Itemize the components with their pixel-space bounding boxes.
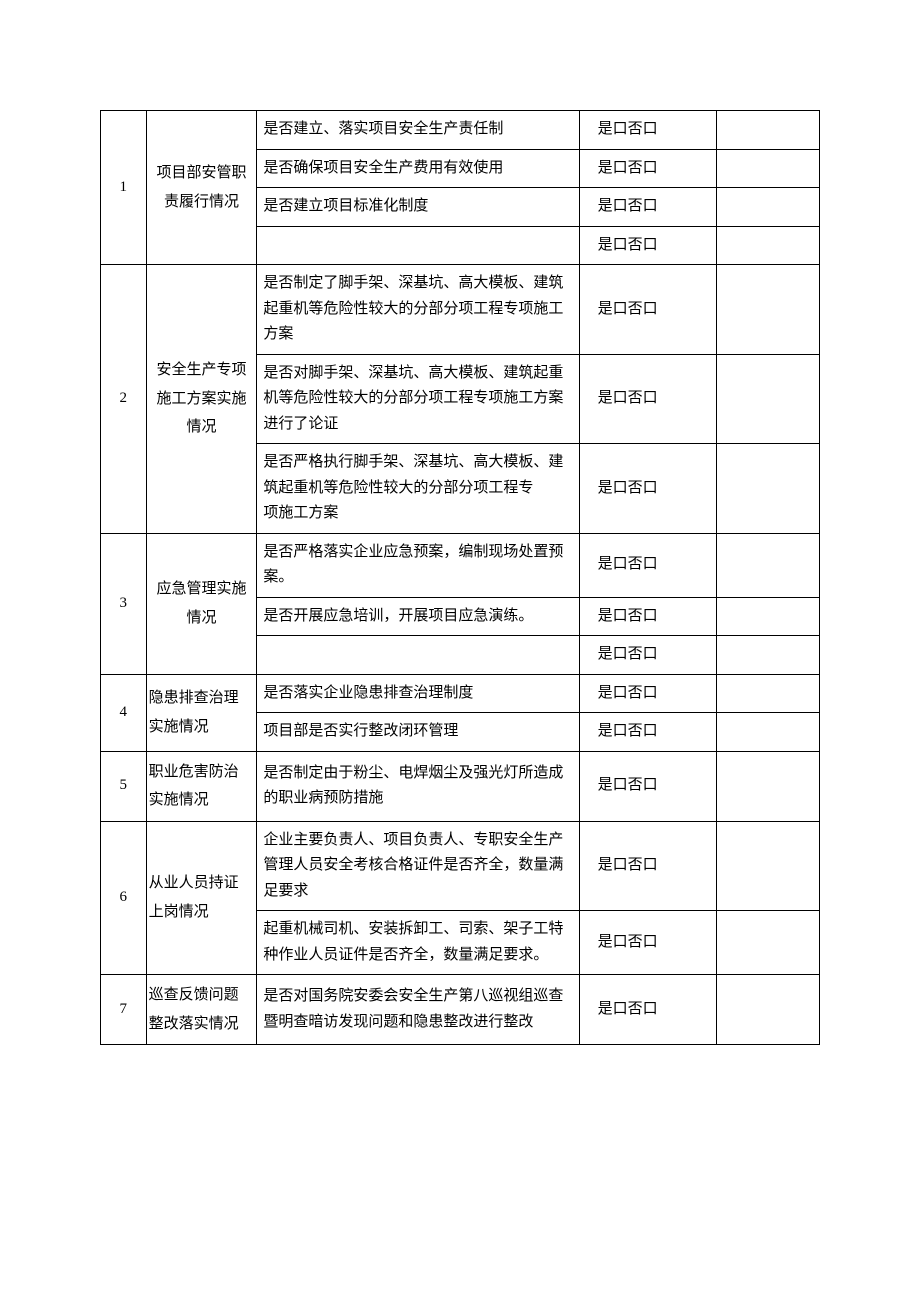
note-cell: [717, 975, 820, 1045]
table-row: 7巡查反馈问题整改落实情况是否对国务院安委会安全生产第八巡视组巡查暨明查暗访发现…: [101, 975, 820, 1045]
inspection-item: 项目部是否实行整改闭环管理: [257, 713, 579, 752]
yes-no-check: 是口否口: [579, 226, 717, 265]
inspection-table: 1项目部安管职责履行情况是否建立、落实项目安全生产责任制是口否口 是否确保项目安…: [100, 110, 820, 1045]
yes-no-check: 是口否口: [579, 821, 717, 911]
yes-no-check: 是口否口: [579, 149, 717, 188]
note-cell: [717, 444, 820, 534]
section-category: 职业危害防治实施情况: [146, 751, 257, 821]
inspection-item: 是否落实企业隐患排查治理制度: [257, 674, 579, 713]
note-cell: [717, 713, 820, 752]
yes-no-check: 是口否口: [579, 111, 717, 150]
section-category: 安全生产专项施工方案实施情况: [146, 265, 257, 534]
section-category: 巡查反馈问题整改落实情况: [146, 975, 257, 1045]
section-number: 5: [101, 751, 147, 821]
table-row: 1项目部安管职责履行情况是否建立、落实项目安全生产责任制是口否口: [101, 111, 820, 150]
note-cell: [717, 226, 820, 265]
yes-no-check: 是口否口: [579, 597, 717, 636]
table-row: 5职业危害防治实施情况是否制定由于粉尘、电焊烟尘及强光灯所造成的职业病预防措施是…: [101, 751, 820, 821]
note-cell: [717, 636, 820, 675]
section-number: 4: [101, 674, 147, 751]
note-cell: [717, 911, 820, 975]
section-number: 1: [101, 111, 147, 265]
yes-no-check: 是口否口: [579, 975, 717, 1045]
yes-no-check: 是口否口: [579, 188, 717, 227]
inspection-item: 是否制定由于粉尘、电焊烟尘及强光灯所造成的职业病预防措施: [257, 751, 579, 821]
note-cell: [717, 354, 820, 444]
yes-no-check: 是口否口: [579, 354, 717, 444]
table-row: 4隐患排查治理实施情况是否落实企业隐患排查治理制度是口否口: [101, 674, 820, 713]
inspection-item: [257, 636, 579, 675]
note-cell: [717, 111, 820, 150]
inspection-item: 是否建立、落实项目安全生产责任制: [257, 111, 579, 150]
inspection-item: 起重机械司机、安装拆卸工、司索、架子工特种作业人员证件是否齐全，数量满足要求。: [257, 911, 579, 975]
yes-no-check: 是口否口: [579, 636, 717, 675]
section-number: 3: [101, 533, 147, 674]
inspection-item: 是否对脚手架、深基坑、高大模板、建筑起重机等危险性较大的分部分项工程专项施工方案…: [257, 354, 579, 444]
inspection-item: 是否开展应急培训，开展项目应急演练。: [257, 597, 579, 636]
inspection-item: 企业主要负责人、项目负责人、专职安全生产管理人员安全考核合格证件是否齐全，数量满…: [257, 821, 579, 911]
inspection-item: 是否制定了脚手架、深基坑、高大模板、建筑起重机等危险性较大的分部分项工程专项施工…: [257, 265, 579, 355]
note-cell: [717, 597, 820, 636]
section-category: 隐患排查治理实施情况: [146, 674, 257, 751]
inspection-item: 是否严格落实企业应急预案，编制现场处置预案。: [257, 533, 579, 597]
document-page: 1项目部安管职责履行情况是否建立、落实项目安全生产责任制是口否口 是否确保项目安…: [0, 0, 920, 1105]
inspection-item: 是否建立项目标准化制度: [257, 188, 579, 227]
note-cell: [717, 149, 820, 188]
yes-no-check: 是口否口: [579, 265, 717, 355]
inspection-item: [257, 226, 579, 265]
section-category: 应急管理实施情况: [146, 533, 257, 674]
yes-no-check: 是口否口: [579, 713, 717, 752]
table-row: 3应急管理实施情况是否严格落实企业应急预案，编制现场处置预案。是口否口: [101, 533, 820, 597]
note-cell: [717, 533, 820, 597]
note-cell: [717, 751, 820, 821]
inspection-item: 是否对国务院安委会安全生产第八巡视组巡查暨明查暗访发现问题和隐患整改进行整改: [257, 975, 579, 1045]
table-row: 6从业人员持证上岗情况企业主要负责人、项目负责人、专职安全生产管理人员安全考核合…: [101, 821, 820, 911]
note-cell: [717, 265, 820, 355]
section-number: 6: [101, 821, 147, 975]
section-category: 项目部安管职责履行情况: [146, 111, 257, 265]
section-number: 7: [101, 975, 147, 1045]
yes-no-check: 是口否口: [579, 674, 717, 713]
note-cell: [717, 188, 820, 227]
inspection-item: 是否确保项目安全生产费用有效使用: [257, 149, 579, 188]
yes-no-check: 是口否口: [579, 444, 717, 534]
section-category: 从业人员持证上岗情况: [146, 821, 257, 975]
note-cell: [717, 821, 820, 911]
yes-no-check: 是口否口: [579, 911, 717, 975]
inspection-item: 是否严格执行脚手架、深基坑、高大模板、建筑起重机等危险性较大的分部分项工程专项施…: [257, 444, 579, 534]
yes-no-check: 是口否口: [579, 533, 717, 597]
table-row: 2安全生产专项施工方案实施情况是否制定了脚手架、深基坑、高大模板、建筑起重机等危…: [101, 265, 820, 355]
note-cell: [717, 674, 820, 713]
section-number: 2: [101, 265, 147, 534]
yes-no-check: 是口否口: [579, 751, 717, 821]
